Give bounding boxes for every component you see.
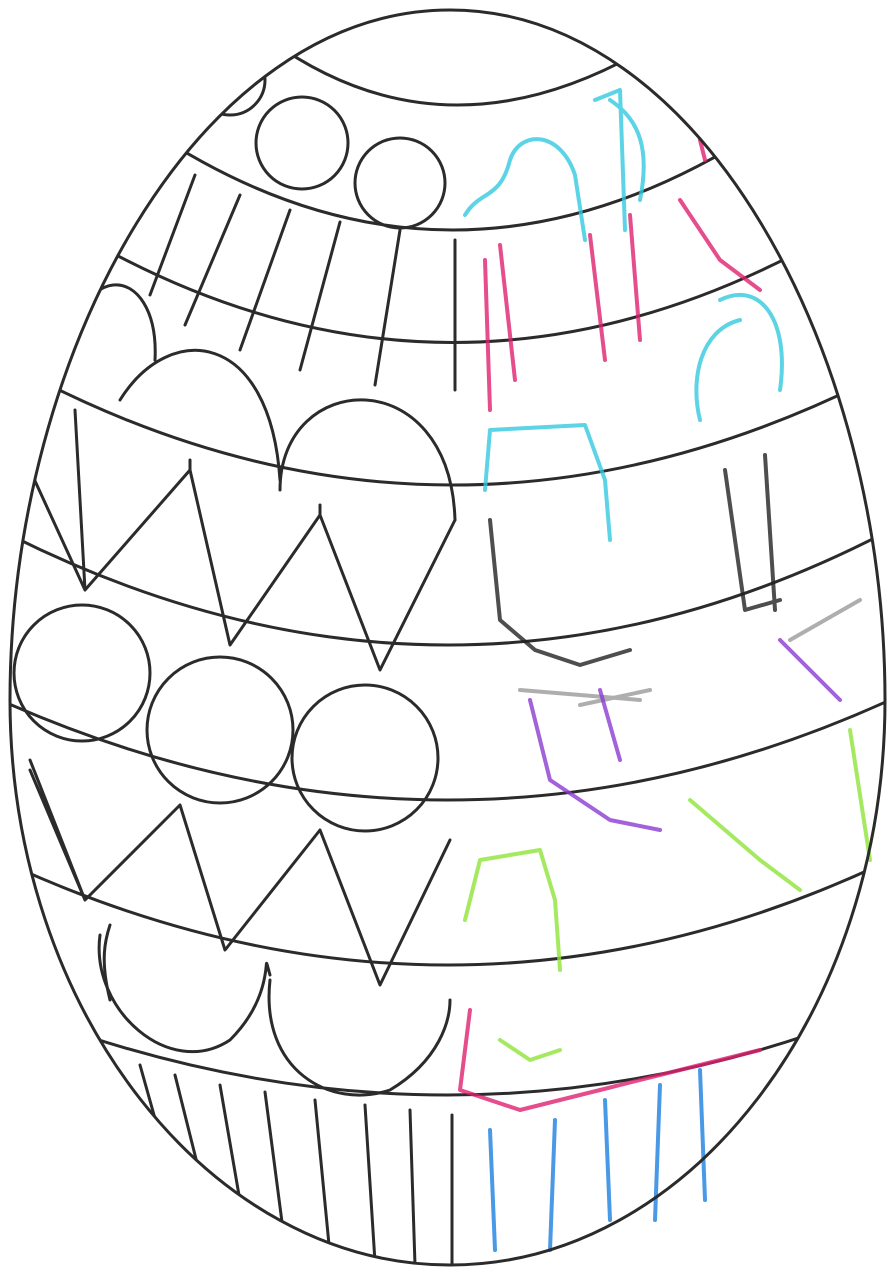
stripe <box>148 173 197 297</box>
arch <box>118 349 282 482</box>
band-line <box>148 128 762 232</box>
scribble <box>463 88 646 242</box>
stripe <box>373 228 402 387</box>
arch <box>97 933 272 1054</box>
scribble <box>528 638 842 832</box>
arch <box>267 978 452 1097</box>
band-line <box>10 528 885 647</box>
scribble <box>463 728 872 1062</box>
stripe <box>298 220 342 372</box>
stripe <box>363 1103 377 1264</box>
zigzag <box>28 408 457 672</box>
band-line <box>10 858 885 967</box>
scribble <box>518 598 862 707</box>
egg-outline <box>8 8 887 1267</box>
stripe <box>183 193 242 327</box>
arch <box>102 923 112 1002</box>
circle <box>290 683 440 833</box>
stripe <box>263 1090 287 1247</box>
bottom-stripes <box>138 1063 454 1265</box>
zigzag <box>28 758 452 987</box>
band-line <box>18 368 885 487</box>
crayon-scribbles <box>458 88 872 1252</box>
stripe <box>313 1098 332 1257</box>
scribble <box>488 453 782 667</box>
stripe <box>408 1108 417 1265</box>
band-line <box>268 38 662 107</box>
circle <box>12 603 152 743</box>
scribble <box>483 292 784 542</box>
circle <box>145 655 295 805</box>
circle <box>353 136 447 230</box>
stripes <box>148 173 457 392</box>
scribble <box>488 1068 707 1252</box>
egg-pattern <box>10 38 885 1265</box>
stripe <box>138 1063 177 1192</box>
scribble <box>458 1008 762 1112</box>
stripe <box>218 1083 247 1232</box>
band-line <box>78 233 832 344</box>
circle <box>254 95 350 191</box>
scribble <box>483 138 762 412</box>
stripe <box>238 208 292 352</box>
arch <box>278 398 457 522</box>
band-line <box>10 698 885 802</box>
